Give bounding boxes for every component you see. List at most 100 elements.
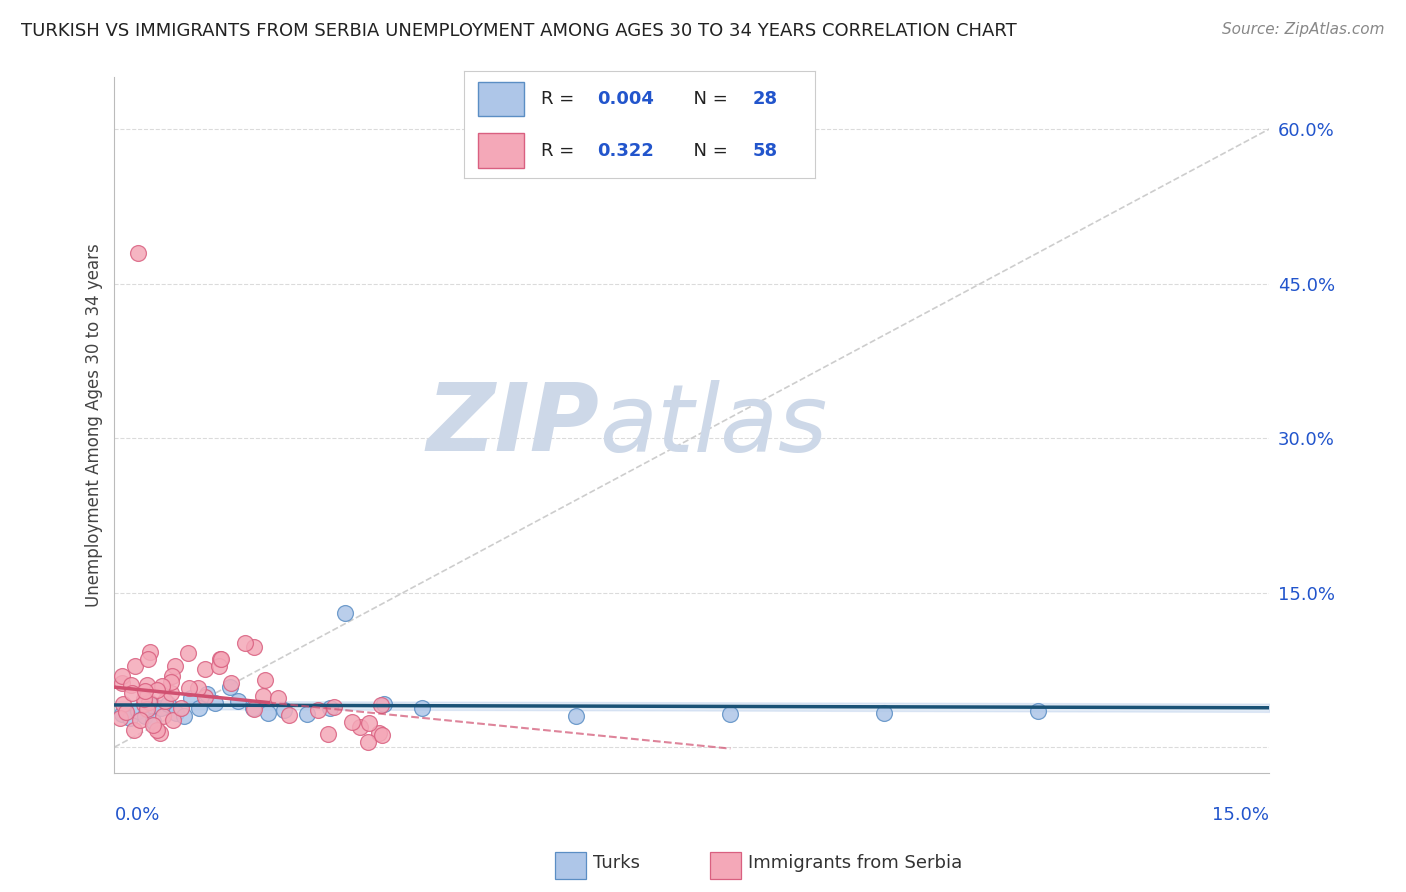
Point [195,687,218,701]
Point [152,709,174,723]
Point [124,659,146,673]
Point [370,698,392,713]
Point [139,645,162,659]
Point [187,681,209,695]
Text: 0.322: 0.322 [598,142,654,160]
Point [153,694,176,708]
Point [162,713,184,727]
Point [295,707,318,722]
Point [367,726,389,740]
Point [115,705,138,719]
Text: TURKISH VS IMMIGRANTS FROM SERBIA UNEMPLOYMENT AMONG AGES 30 TO 34 YEARS CORRELA: TURKISH VS IMMIGRANTS FROM SERBIA UNEMPL… [21,22,1017,40]
Point [226,694,249,708]
Point [242,701,264,715]
Point [349,720,371,734]
Point [177,681,200,695]
Text: 58: 58 [752,142,778,160]
Point [307,703,329,717]
Point [371,728,394,742]
Point [138,652,160,666]
Point [193,662,215,676]
Point [160,669,183,683]
Point [219,676,242,690]
Point [273,703,295,717]
Point [120,678,142,692]
Text: Turks: Turks [593,855,640,872]
Point [565,709,588,723]
Point [163,659,186,673]
Point [873,706,896,721]
Point [718,707,741,722]
Point [122,723,145,737]
Point [170,700,193,714]
Point [127,704,149,718]
Text: 15.0%: 15.0% [1212,805,1270,824]
Y-axis label: Unemployment Among Ages 30 to 34 years: Unemployment Among Ages 30 to 34 years [86,244,103,607]
Point [150,679,173,693]
Point [209,652,232,666]
Text: 28: 28 [752,90,778,108]
Point [219,681,242,695]
Point [142,698,165,713]
Point [136,702,159,716]
Point [127,245,149,260]
Point [111,697,134,711]
Point [373,697,395,711]
Point [121,686,143,700]
Text: R =: R = [541,142,586,160]
Text: Immigrants from Serbia: Immigrants from Serbia [748,855,962,872]
Point [180,690,202,705]
Point [134,709,156,723]
Point [138,695,160,709]
Point [204,696,226,710]
Point [129,713,152,727]
Point [323,699,346,714]
FancyBboxPatch shape [478,82,524,116]
Point [208,652,231,666]
Point [193,690,215,705]
Point [267,691,290,706]
Point [252,690,274,704]
Point [257,706,280,721]
Point [316,727,339,741]
Point [142,717,165,731]
Text: atlas: atlas [599,380,828,471]
Point [142,714,165,729]
Text: ZIP: ZIP [426,379,599,471]
Text: R =: R = [541,90,581,108]
Point [134,692,156,706]
Point [149,726,172,740]
Point [132,697,155,711]
Point [157,697,180,711]
Point [108,711,131,725]
Point [1026,704,1049,718]
Point [335,606,357,620]
Point [159,675,181,690]
Point [159,686,181,700]
Point [254,673,277,687]
Point [136,678,159,692]
Text: Source: ZipAtlas.com: Source: ZipAtlas.com [1222,22,1385,37]
Text: 0.0%: 0.0% [114,805,160,824]
Point [359,716,381,731]
Text: N =: N = [682,142,734,160]
Point [177,646,200,660]
Point [242,702,264,716]
Point [146,723,169,737]
Point [111,669,134,683]
Point [411,701,433,715]
Point [118,711,141,725]
Point [165,706,187,721]
Point [233,636,256,650]
Point [340,714,363,729]
Point [111,707,134,722]
Point [243,640,266,654]
Point [319,701,342,715]
Point [188,701,211,715]
FancyBboxPatch shape [478,134,524,168]
Text: N =: N = [682,90,734,108]
Text: 0.004: 0.004 [598,90,654,108]
Point [111,676,134,690]
Point [146,682,169,697]
Point [173,709,195,723]
